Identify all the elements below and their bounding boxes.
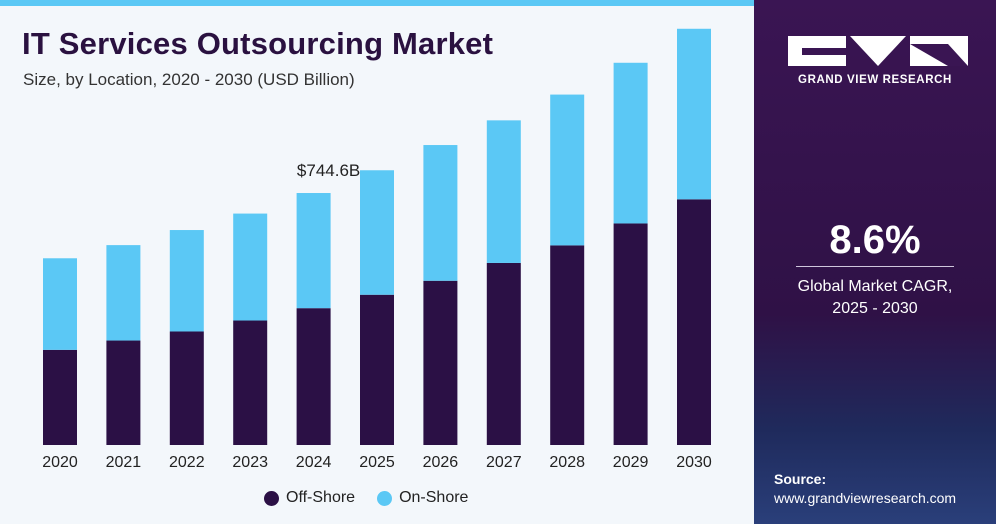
bar-off-shore-2024 <box>296 308 331 445</box>
bar-off-shore-2021 <box>106 340 141 445</box>
bar-on-shore-2023 <box>233 213 268 321</box>
side-panel: GRAND VIEW RESEARCH 8.6% Global Market C… <box>754 0 996 524</box>
grand-view-research-logo <box>788 36 968 66</box>
bar-on-shore-2020 <box>43 258 77 350</box>
x-tick-label-2022: 2022 <box>169 454 205 471</box>
bar-on-shore-2022 <box>169 230 204 332</box>
x-tick-label-2027: 2027 <box>486 454 522 471</box>
bar-on-shore-2025 <box>360 170 394 295</box>
x-tick-label-2028: 2028 <box>549 454 585 471</box>
x-tick-label-2021: 2021 <box>106 454 142 471</box>
source-label: Source: <box>774 471 827 487</box>
bar-on-shore-2029 <box>613 62 648 224</box>
x-tick-label-2025: 2025 <box>359 454 395 471</box>
chart-subtitle: Size, by Location, 2020 - 2030 (USD Bill… <box>23 70 355 89</box>
bar-chart: 2020 2021 2022 2023 2024 $744.6B 2025 2026 2027 2… <box>42 28 712 471</box>
cagr-label-line2: 2025 - 2030 <box>832 300 918 317</box>
top-accent-bar <box>0 0 754 6</box>
cagr-divider <box>796 266 954 267</box>
bar-on-shore-2027 <box>486 120 521 263</box>
x-tick-label-2024: 2024 <box>296 454 332 471</box>
bar-on-shore-2026 <box>423 145 458 281</box>
bar-off-shore-2030 <box>677 199 711 445</box>
x-tick-label-2030: 2030 <box>676 454 712 471</box>
x-tick-label-2029: 2029 <box>613 454 649 471</box>
source-url: www.grandviewresearch.com <box>774 490 957 506</box>
bar-on-shore-2024 <box>296 193 331 309</box>
bar-on-shore-2028 <box>550 94 585 246</box>
x-tick-label-2023: 2023 <box>232 454 268 471</box>
legend-item-off-shore: Off-Shore <box>264 489 355 507</box>
bar-on-shore-2021 <box>106 245 141 341</box>
bar-off-shore-2022 <box>169 331 204 445</box>
legend-label-on-shore: On-Shore <box>399 489 469 506</box>
chart-legend: Off-Shore On-Shore <box>264 489 490 507</box>
legend-swatch-on-shore <box>377 490 393 506</box>
x-tick-label-2020: 2020 <box>42 454 78 471</box>
legend-item-on-shore: On-Shore <box>377 489 468 507</box>
cagr-label: Global Market CAGR, 2025 - 2030 <box>754 276 996 320</box>
brand-name: GRAND VIEW RESEARCH <box>798 74 952 86</box>
bar-off-shore-2020 <box>43 349 77 445</box>
bar-off-shore-2028 <box>550 245 585 445</box>
bar-off-shore-2029 <box>613 223 648 445</box>
cagr-label-line1: Global Market CAGR, <box>797 278 953 295</box>
bar-off-shore-2027 <box>486 262 521 445</box>
chart-title: IT Services Outsourcing Market <box>22 26 494 61</box>
bar-off-shore-2023 <box>233 320 268 445</box>
cagr-value: 8.6% <box>829 218 921 262</box>
x-tick-label-2026: 2026 <box>423 454 459 471</box>
annotation-label: $744.6B <box>297 161 360 180</box>
bar-on-shore-2030 <box>677 28 711 200</box>
legend-swatch-off-shore <box>264 490 279 506</box>
chart-panel: IT Services Outsourcing Market Size, by … <box>0 0 754 524</box>
bar-off-shore-2026 <box>423 280 458 445</box>
legend-label-off-shore: Off-Shore <box>286 489 356 506</box>
bar-off-shore-2025 <box>360 294 394 445</box>
